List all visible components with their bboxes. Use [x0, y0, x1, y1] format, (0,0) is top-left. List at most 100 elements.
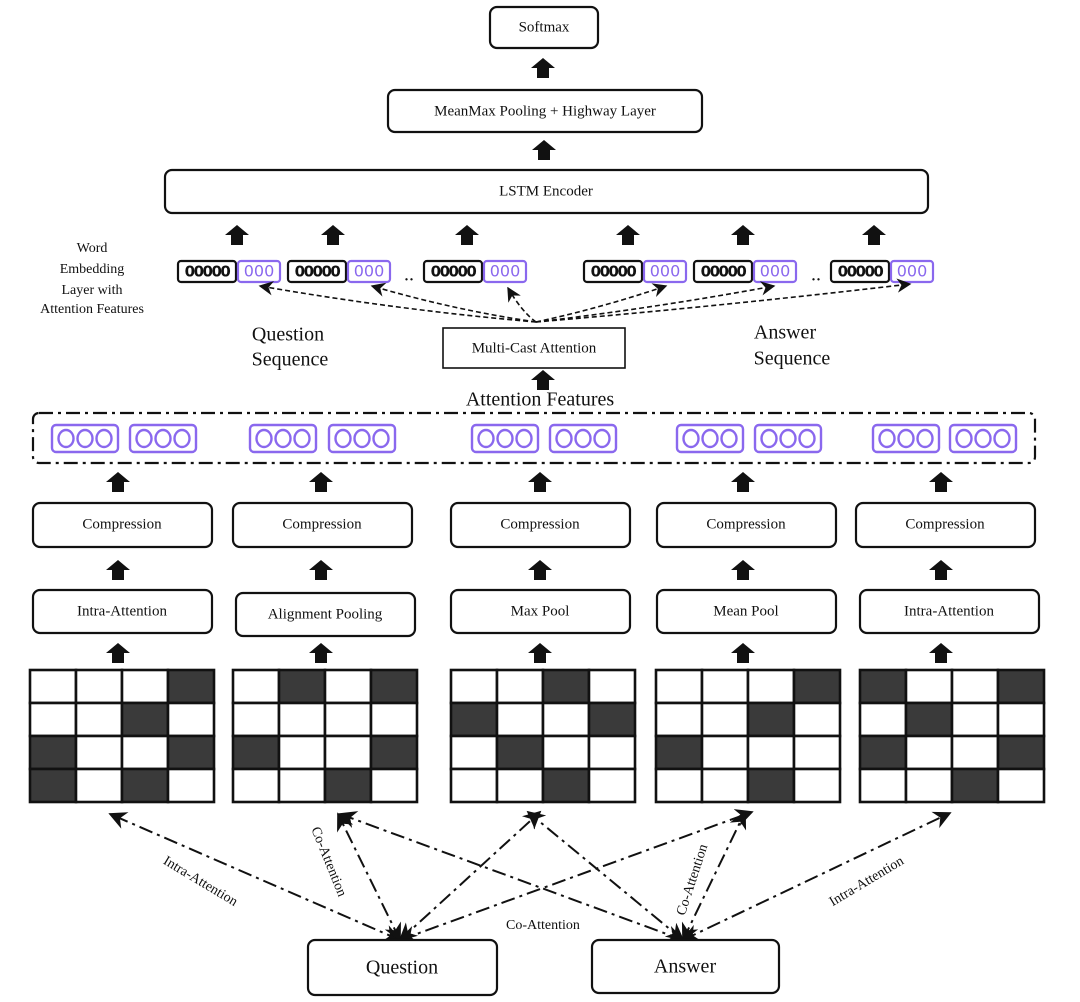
matrix-cell-light [323, 668, 373, 705]
up-arrow-icon [528, 643, 552, 663]
feature-cell [720, 428, 738, 449]
matrix-cell-dark [746, 701, 796, 738]
matrix-cell-dark [369, 668, 419, 705]
word-vector-cells: 00000 [431, 263, 477, 281]
attention-edge [681, 811, 952, 942]
feature-cell [353, 428, 371, 449]
matrix-cell-dark [792, 668, 842, 705]
answer-input-box: Answer [590, 938, 781, 995]
question-input-box: Question [306, 938, 499, 997]
operation-box: Alignment Pooling [234, 591, 417, 638]
matrix-cell-light [323, 701, 373, 738]
branch: Compression Max Pool [449, 423, 637, 804]
affinity-matrix [858, 668, 1046, 804]
operation-box: Intra-Attention [858, 588, 1041, 635]
matrix-cell-light [746, 668, 796, 705]
matrix-cell-light [231, 668, 281, 705]
attention-feature-vector [128, 423, 198, 454]
compression-box: Compression [449, 501, 632, 549]
attention-feature-vector [248, 423, 318, 454]
pooling-label: MeanMax Pooling + Highway Layer [434, 103, 656, 119]
feature-cell [496, 428, 514, 449]
matrix-cell-dark [120, 701, 170, 738]
feature-cell [593, 428, 611, 449]
attention-feature-vector [753, 423, 823, 454]
matrix-cell-light [369, 767, 419, 804]
feature-vector-cells: 000 [760, 262, 791, 281]
feature-vector-cells: 000 [490, 262, 521, 281]
operation-box: Intra-Attention [31, 588, 214, 635]
matrix-cell-dark [120, 767, 170, 804]
feature-vector [889, 259, 935, 284]
attention-feature-links [258, 278, 912, 323]
attention-edge [526, 810, 685, 942]
matrix-cell-light [654, 668, 704, 705]
compression-box: Compression [31, 501, 214, 549]
pooling-box: MeanMax Pooling + Highway Layer [386, 88, 704, 134]
matrix-cell-dark [904, 701, 954, 738]
feature-cell [334, 428, 352, 449]
operation-box: Max Pool [449, 588, 632, 635]
matrix-cell-light [449, 668, 499, 705]
feature-cell [293, 428, 311, 449]
matrix-cell-dark [746, 767, 796, 804]
up-arrow-icon [106, 560, 130, 580]
matrix-cell-dark [166, 668, 216, 705]
matrix-cell-light [120, 668, 170, 705]
up-arrow-icon [929, 472, 953, 492]
attention-feature-link [535, 283, 668, 323]
feature-vector [482, 259, 528, 284]
matrix-cell-light [950, 701, 1000, 738]
matrix-cell-light [277, 734, 327, 771]
affinity-matrix [449, 668, 637, 804]
matrix-cell-light [700, 701, 750, 738]
multicast-attention-label: Multi-Cast Attention [472, 340, 597, 356]
feature-cell [916, 428, 934, 449]
matrix-cell-light [587, 767, 637, 804]
feature-cell [372, 428, 390, 449]
up-arrow-icon [929, 643, 953, 663]
up-arrow-icon [616, 225, 640, 245]
up-arrow-icon [106, 472, 130, 492]
feature-cell [897, 428, 915, 449]
word-vector [692, 259, 754, 284]
matrix-cell-light [28, 668, 78, 705]
matrix-cell-light [323, 734, 373, 771]
matrix-cell-light [277, 767, 327, 804]
feature-cell [95, 428, 113, 449]
matrix-cell-light [700, 767, 750, 804]
matrix-cell-light [449, 734, 499, 771]
matrix-cell-light [904, 668, 954, 705]
matrix-cell-light [654, 701, 704, 738]
affinity-matrix [28, 668, 216, 804]
edge-label-q-co: Co-Attention [307, 825, 349, 899]
multicast-attention-box: Multi-Cast Attention [442, 327, 626, 369]
attention-feature-link [370, 282, 537, 323]
feature-cell [798, 428, 816, 449]
embedding-layer: 00000 000 00000 000 00000 000 00000 000 00000 000… [176, 259, 935, 286]
affinity-matrix [654, 668, 842, 804]
branch: Compression Mean Pool [654, 423, 842, 804]
compression-box: Compression [655, 501, 838, 549]
matrix-cell-dark [166, 734, 216, 771]
branches: Compression Intra-Attention Compression Ali… [28, 423, 1046, 804]
matrix-cell-light [74, 701, 124, 738]
affinity-matrix [231, 668, 419, 804]
matrix-cell-light [231, 701, 281, 738]
matrix-cell-light [495, 668, 545, 705]
compression-box: Compression [231, 501, 414, 549]
operation-label: Alignment Pooling [268, 606, 383, 622]
feature-cell [682, 428, 700, 449]
attention-feature-vector [548, 423, 618, 454]
feature-cell [255, 428, 273, 449]
feature-cell [135, 428, 153, 449]
branch: Compression Alignment Pooling [231, 423, 419, 804]
matrix-cell-light [792, 701, 842, 738]
feature-cell [701, 428, 719, 449]
question-sequence-label: Sequence [252, 349, 329, 371]
feature-cell [76, 428, 94, 449]
matrix-cell-dark [323, 767, 373, 804]
attention-feature-vector [470, 423, 540, 454]
feature-cell [974, 428, 992, 449]
